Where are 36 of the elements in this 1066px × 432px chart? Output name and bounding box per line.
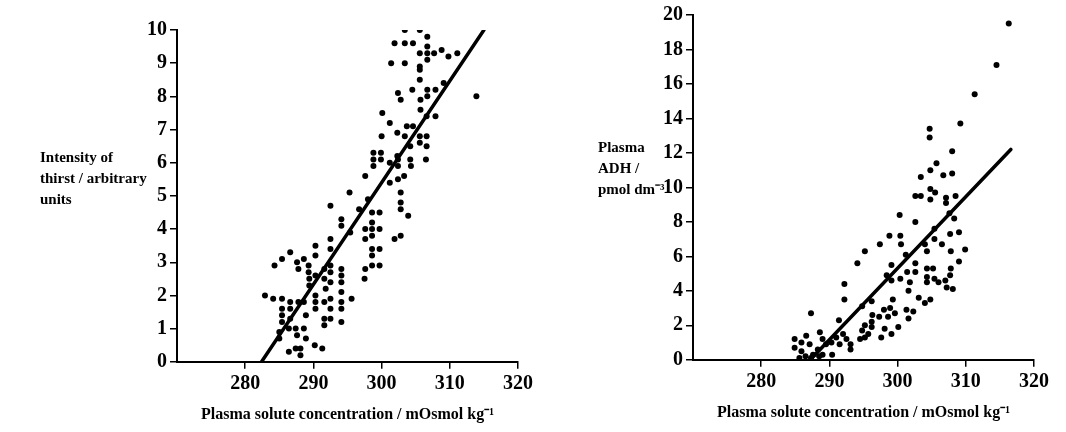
x-tick-label: 300	[366, 370, 397, 393]
y-tick-label: 10	[147, 17, 167, 40]
y-tick-label: 2	[673, 312, 683, 335]
y-tick-label: 20	[663, 2, 683, 25]
y-tick-label: 8	[673, 209, 683, 232]
y-tick-label: 6	[673, 243, 683, 266]
y-tick-label: 10	[663, 174, 683, 197]
x-tick-label: 310	[950, 368, 981, 391]
y-tick-label: 5	[157, 183, 167, 206]
y-tick-label: 0	[673, 346, 683, 369]
x-tick-label: 290	[298, 370, 329, 393]
y-tick-label: 6	[157, 149, 167, 172]
y-tick-label: 2	[157, 282, 167, 305]
y-tick-label: 4	[673, 278, 683, 301]
x-tick-label: 320	[1019, 368, 1049, 391]
y-tick-label: 9	[157, 50, 167, 73]
x-axis-title: Plasma solute concentration / mOsmol kg⁻¹	[201, 404, 495, 423]
y-tick-label: 0	[157, 348, 167, 371]
x-tick-label: 280	[230, 370, 261, 393]
y-tick-label: 7	[157, 116, 167, 139]
y-tick-label: 4	[157, 216, 167, 239]
x-tick-label: 300	[882, 368, 913, 391]
y-tick-label: 3	[157, 249, 167, 272]
x-tick-label: 280	[746, 368, 777, 391]
y-tick-label: 1	[157, 315, 167, 338]
y-axis-title: Plasma ADH / pmol dm⁻³	[598, 139, 665, 197]
y-tick-label: 16	[663, 71, 683, 94]
y-axis-title: Intensity of thirst / arbitrary units	[40, 148, 148, 209]
x-tick-label: 310	[434, 370, 465, 393]
y-tick-label: 14	[663, 105, 683, 128]
x-tick-label: 320	[503, 370, 533, 393]
y-tick-label: 18	[663, 36, 683, 59]
x-tick-label: 290	[814, 368, 845, 391]
y-tick-label: 8	[157, 83, 167, 106]
y-tick-label: 12	[663, 140, 683, 163]
x-axis-title: Plasma solute concentration / mOsmol kg⁻¹	[717, 402, 1011, 421]
